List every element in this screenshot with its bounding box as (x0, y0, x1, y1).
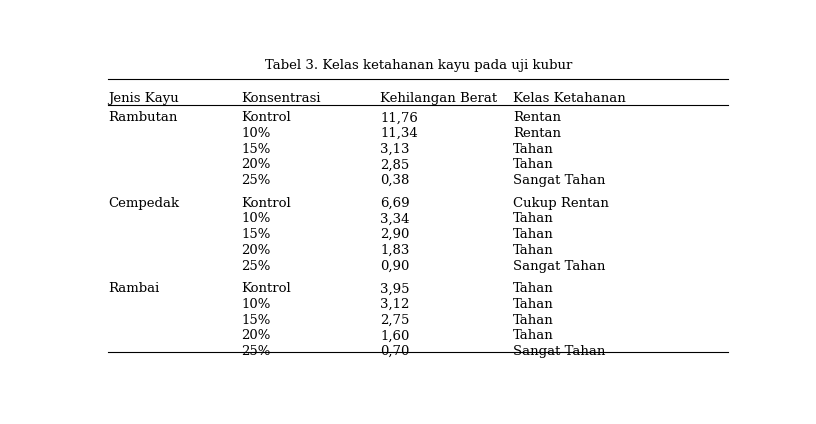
Text: Sangat Tahan: Sangat Tahan (513, 259, 605, 273)
Text: 1,83: 1,83 (380, 244, 410, 257)
Text: Tahan: Tahan (513, 329, 554, 342)
Text: 1,60: 1,60 (380, 329, 410, 342)
Text: 15%: 15% (242, 314, 270, 327)
Text: Sangat Tahan: Sangat Tahan (513, 174, 605, 187)
Text: Kehilangan Berat: Kehilangan Berat (380, 92, 498, 105)
Text: Rambai: Rambai (109, 282, 160, 296)
Text: 0,38: 0,38 (380, 174, 410, 187)
Text: Tahan: Tahan (513, 212, 554, 226)
Text: Cukup Rentan: Cukup Rentan (513, 197, 609, 210)
Text: 3,12: 3,12 (380, 298, 410, 311)
Text: 25%: 25% (242, 345, 270, 358)
Text: 10%: 10% (242, 127, 270, 140)
Text: 3,34: 3,34 (380, 212, 410, 226)
Text: Rentan: Rentan (513, 127, 561, 140)
Text: 2,85: 2,85 (380, 158, 410, 171)
Text: 25%: 25% (242, 259, 270, 273)
Text: 2,75: 2,75 (380, 314, 410, 327)
Text: Tahan: Tahan (513, 142, 554, 156)
Text: 15%: 15% (242, 228, 270, 241)
Text: 15%: 15% (242, 142, 270, 156)
Text: Tahan: Tahan (513, 158, 554, 171)
Text: Kontrol: Kontrol (242, 197, 290, 210)
Text: 11,76: 11,76 (380, 111, 418, 124)
Text: 25%: 25% (242, 174, 270, 187)
Text: Tahan: Tahan (513, 282, 554, 296)
Text: Tahan: Tahan (513, 228, 554, 241)
Text: 2,90: 2,90 (380, 228, 410, 241)
Text: 0,70: 0,70 (380, 345, 410, 358)
Text: Rentan: Rentan (513, 111, 561, 124)
Text: Tahan: Tahan (513, 244, 554, 257)
Text: Kontrol: Kontrol (242, 111, 290, 124)
Text: 6,69: 6,69 (380, 197, 410, 210)
Text: Cempedak: Cempedak (109, 197, 180, 210)
Text: Jenis Kayu: Jenis Kayu (109, 92, 179, 105)
Text: Tahan: Tahan (513, 314, 554, 327)
Text: Konsentrasi: Konsentrasi (242, 92, 321, 105)
Text: Rambutan: Rambutan (109, 111, 178, 124)
Text: Tabel 3. Kelas ketahanan kayu pada uji kubur: Tabel 3. Kelas ketahanan kayu pada uji k… (264, 59, 572, 72)
Text: 10%: 10% (242, 298, 270, 311)
Text: 20%: 20% (242, 329, 270, 342)
Text: Sangat Tahan: Sangat Tahan (513, 345, 605, 358)
Text: 11,34: 11,34 (380, 127, 418, 140)
Text: Kontrol: Kontrol (242, 282, 290, 296)
Text: 20%: 20% (242, 158, 270, 171)
Text: 10%: 10% (242, 212, 270, 226)
Text: 20%: 20% (242, 244, 270, 257)
Text: Tahan: Tahan (513, 298, 554, 311)
Text: 3,95: 3,95 (380, 282, 410, 296)
Text: 0,90: 0,90 (380, 259, 410, 273)
Text: Kelas Ketahanan: Kelas Ketahanan (513, 92, 626, 105)
Text: 3,13: 3,13 (380, 142, 410, 156)
